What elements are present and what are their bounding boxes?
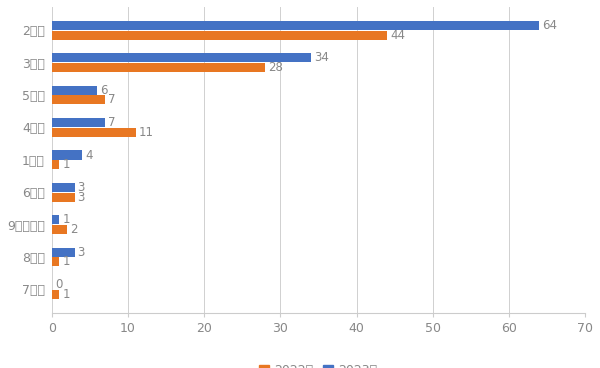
Bar [52,53,311,62]
Text: 0: 0 [55,278,62,291]
Bar [52,183,74,192]
Legend: 2022年, 2023年: 2022年, 2023年 [254,359,383,368]
Bar [52,86,97,95]
Text: 28: 28 [268,61,283,74]
Bar [52,225,67,234]
Bar [52,290,59,299]
Text: 64: 64 [542,19,557,32]
Text: 1: 1 [62,255,70,268]
Bar [52,258,59,266]
Bar [52,151,82,160]
Bar [52,63,265,72]
Bar [52,118,105,127]
Text: 4: 4 [85,149,93,162]
Bar [52,192,74,202]
Bar [52,95,105,105]
Bar [52,160,59,169]
Text: 1: 1 [62,213,70,226]
Text: 44: 44 [390,29,405,42]
Bar [52,215,59,224]
Bar [52,21,539,30]
Text: 1: 1 [62,288,70,301]
Bar [52,31,387,40]
Text: 3: 3 [77,246,85,259]
Text: 6: 6 [101,84,108,97]
Text: 1: 1 [62,158,70,171]
Bar [52,248,74,257]
Text: 7: 7 [108,93,116,106]
Text: 11: 11 [139,126,154,139]
Text: 3: 3 [77,181,85,194]
Text: 7: 7 [108,116,116,129]
Text: 2: 2 [70,223,77,236]
Text: 34: 34 [314,51,329,64]
Text: 3: 3 [77,191,85,204]
Bar [52,128,136,137]
